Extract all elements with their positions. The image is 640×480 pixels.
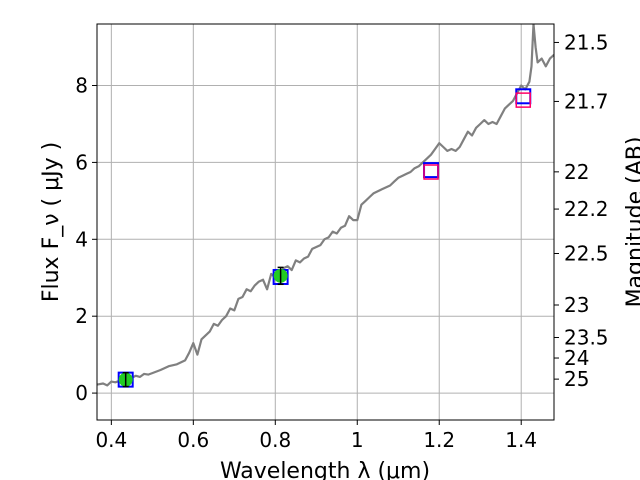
x-tick-label: 0.6 (177, 428, 209, 452)
x-tick-label: 0.4 (95, 428, 127, 452)
right-tick-label: 25 (564, 367, 589, 391)
right-tick-label: 23 (564, 293, 589, 317)
x-tick-label: 1.2 (423, 428, 455, 452)
upper-limit-point (515, 92, 532, 108)
right-tick-label: 22.5 (564, 241, 609, 265)
y-tick-label: 0 (75, 381, 88, 405)
y-tick-label: 4 (75, 227, 88, 251)
right-tick-label: 22.2 (564, 197, 609, 221)
y-tick-label: 2 (75, 304, 88, 328)
plot-area (97, 24, 554, 420)
y-axis-label: Flux F_ν ( μJy ) (39, 142, 64, 302)
right-axis-label: Magnitude (AB) (623, 137, 640, 308)
y-tick-label: 6 (75, 150, 88, 174)
right-tick-label: 21.7 (564, 89, 609, 113)
y-axis-ticks: 0 2 4 6 8 (75, 74, 97, 405)
upper-limit-point (423, 164, 439, 180)
x-tick-label: 1 (351, 428, 364, 452)
x-axis-label: Wavelength λ (μm) (220, 459, 430, 480)
right-tick-label: 23.5 (564, 326, 609, 350)
series-layer (97, 24, 554, 388)
right-tick-label: 24 (564, 346, 589, 370)
x-tick-label: 1.4 (505, 428, 537, 452)
right-tick-label: 22 (564, 160, 589, 184)
y-tick-label: 8 (75, 74, 88, 98)
spectrum-line (97, 24, 554, 387)
x-axis-ticks: 0.4 0.6 0.8 1 1.2 1.4 (95, 420, 537, 452)
right-tick-label: 21.5 (564, 30, 609, 54)
plot-frame (96, 23, 555, 421)
x-tick-label: 0.8 (259, 428, 291, 452)
